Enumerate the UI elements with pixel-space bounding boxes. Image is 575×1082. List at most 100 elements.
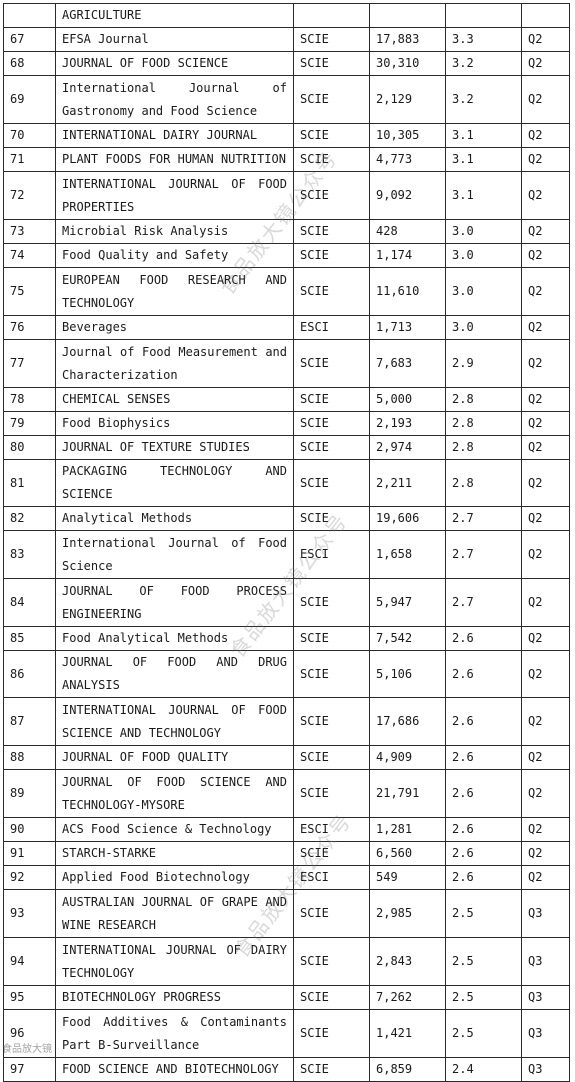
- journal-name-cell: ACS Food Science & Technology: [55, 817, 294, 842]
- citations-cell: 1,174: [369, 243, 446, 268]
- index-cell: SCIE: [293, 1009, 370, 1058]
- journal-name-cell: Food Analytical Methods: [55, 626, 294, 651]
- table-row: 69 International Journal of Gastronomy an…: [3, 75, 570, 124]
- table-row: 88 JOURNAL OF FOOD QUALITY SCIE 4,909 2.6 Q2: [3, 745, 570, 770]
- table-row: 68 JOURNAL OF FOOD SCIENCE SCIE 30,310 3.2 Q2: [3, 51, 570, 76]
- journal-name-cell: Food Additives & Contaminants Part B-Sur…: [55, 1009, 294, 1058]
- index-cell: ESCI: [293, 530, 370, 579]
- citations-cell: 4,773: [369, 147, 446, 172]
- journal-name-cell: Food Quality and Safety: [55, 243, 294, 268]
- journal-name-cell: AGRICULTURE: [55, 3, 294, 28]
- rank-cell: 76: [3, 315, 56, 340]
- journal-table-container: AGRICULTURE 67 EFSA Journal SCIE 17,883 3.3 Q2…: [3, 3, 570, 1082]
- citations-cell: 549: [369, 865, 446, 890]
- quartile-cell: Q2: [521, 745, 570, 770]
- table-row: AGRICULTURE: [3, 3, 570, 28]
- citations-cell: 4,909: [369, 745, 446, 770]
- journal-name-cell: JOURNAL OF FOOD SCIENCE AND TECHNOLOGY-M…: [55, 769, 294, 818]
- citations-cell: 2,985: [369, 889, 446, 938]
- rank-cell: 67: [3, 27, 56, 52]
- rank-cell: 89: [3, 769, 56, 818]
- citations-cell: [369, 3, 446, 28]
- journal-name-cell: Beverages: [55, 315, 294, 340]
- journal-name-cell: Analytical Methods: [55, 506, 294, 531]
- journal-table-body: AGRICULTURE 67 EFSA Journal SCIE 17,883 3.3 Q2…: [3, 3, 570, 1082]
- journal-name-cell: Journal of Food Measurement and Characte…: [55, 339, 294, 388]
- citations-cell: 7,262: [369, 985, 446, 1010]
- corner-watermark: 食品放大镜: [2, 1044, 52, 1055]
- citations-cell: 9,092: [369, 171, 446, 220]
- impact-factor-cell: 2.6: [445, 626, 522, 651]
- table-row: 91 STARCH-STARKE SCIE 6,560 2.6 Q2: [3, 841, 570, 866]
- citations-cell: 17,686: [369, 697, 446, 746]
- journal-name-cell: JOURNAL OF FOOD PROCESS ENGINEERING: [55, 578, 294, 627]
- impact-factor-cell: 2.6: [445, 650, 522, 698]
- quartile-cell: Q2: [521, 123, 570, 148]
- quartile-cell: Q3: [521, 985, 570, 1010]
- index-cell: SCIE: [293, 650, 370, 698]
- quartile-cell: Q2: [521, 650, 570, 698]
- rank-cell: 74: [3, 243, 56, 268]
- table-row: 77 Journal of Food Measurement and Charac…: [3, 339, 570, 388]
- quartile-cell: Q2: [521, 171, 570, 220]
- table-row: 82 Analytical Methods SCIE 19,606 2.7 Q2: [3, 506, 570, 531]
- index-cell: SCIE: [293, 339, 370, 388]
- quartile-cell: [521, 3, 570, 28]
- citations-cell: 428: [369, 219, 446, 244]
- rank-cell: 70: [3, 123, 56, 148]
- citations-cell: 17,883: [369, 27, 446, 52]
- journal-name-cell: STARCH-STARKE: [55, 841, 294, 866]
- citations-cell: 1,421: [369, 1009, 446, 1058]
- table-row: 85 Food Analytical Methods SCIE 7,542 2.6 Q2: [3, 626, 570, 651]
- index-cell: SCIE: [293, 985, 370, 1010]
- table-row: 79 Food Biophysics SCIE 2,193 2.8 Q2: [3, 411, 570, 436]
- quartile-cell: Q2: [521, 387, 570, 412]
- journal-name-cell: International Journal of Gastronomy and …: [55, 75, 294, 124]
- journal-name-cell: Microbial Risk Analysis: [55, 219, 294, 244]
- quartile-cell: Q2: [521, 51, 570, 76]
- impact-factor-cell: 3.0: [445, 315, 522, 340]
- impact-factor-cell: 2.5: [445, 985, 522, 1010]
- index-cell: SCIE: [293, 626, 370, 651]
- rank-cell: 79: [3, 411, 56, 436]
- quartile-cell: Q2: [521, 697, 570, 746]
- impact-factor-cell: 2.8: [445, 459, 522, 507]
- index-cell: SCIE: [293, 937, 370, 986]
- citations-cell: 5,947: [369, 578, 446, 627]
- quartile-cell: Q2: [521, 435, 570, 460]
- rank-cell: [3, 3, 56, 28]
- table-row: 89 JOURNAL OF FOOD SCIENCE AND TECHNOLOGY…: [3, 769, 570, 818]
- journal-name-cell: EUROPEAN FOOD RESEARCH AND TECHNOLOGY: [55, 267, 294, 316]
- journal-name-cell: Applied Food Biotechnology: [55, 865, 294, 890]
- quartile-cell: Q2: [521, 817, 570, 842]
- quartile-cell: Q2: [521, 315, 570, 340]
- quartile-cell: Q2: [521, 459, 570, 507]
- rank-cell: 80: [3, 435, 56, 460]
- index-cell: SCIE: [293, 27, 370, 52]
- rank-cell: 71: [3, 147, 56, 172]
- table-row: 73 Microbial Risk Analysis SCIE 428 3.0 Q2: [3, 219, 570, 244]
- impact-factor-cell: 2.7: [445, 578, 522, 627]
- quartile-cell: Q3: [521, 937, 570, 986]
- impact-factor-cell: 2.6: [445, 697, 522, 746]
- citations-cell: 1,713: [369, 315, 446, 340]
- table-row: 84 JOURNAL OF FOOD PROCESS ENGINEERING SCI…: [3, 578, 570, 627]
- citations-cell: 6,859: [369, 1057, 446, 1082]
- quartile-cell: Q2: [521, 841, 570, 866]
- index-cell: SCIE: [293, 411, 370, 436]
- impact-factor-cell: 2.4: [445, 1057, 522, 1082]
- index-cell: [293, 3, 370, 28]
- citations-cell: 2,129: [369, 75, 446, 124]
- table-row: 72 INTERNATIONAL JOURNAL OF FOOD PROPERTI…: [3, 171, 570, 220]
- rank-cell: 90: [3, 817, 56, 842]
- rank-cell: 72: [3, 171, 56, 220]
- journal-name-cell: INTERNATIONAL JOURNAL OF FOOD PROPERTIES: [55, 171, 294, 220]
- index-cell: SCIE: [293, 889, 370, 938]
- citations-cell: 7,542: [369, 626, 446, 651]
- journal-name-cell: BIOTECHNOLOGY PROGRESS: [55, 985, 294, 1010]
- citations-cell: 7,683: [369, 339, 446, 388]
- journal-name-cell: PLANT FOODS FOR HUMAN NUTRITION: [55, 147, 294, 172]
- citations-cell: 5,000: [369, 387, 446, 412]
- quartile-cell: Q3: [521, 1009, 570, 1058]
- index-cell: SCIE: [293, 841, 370, 866]
